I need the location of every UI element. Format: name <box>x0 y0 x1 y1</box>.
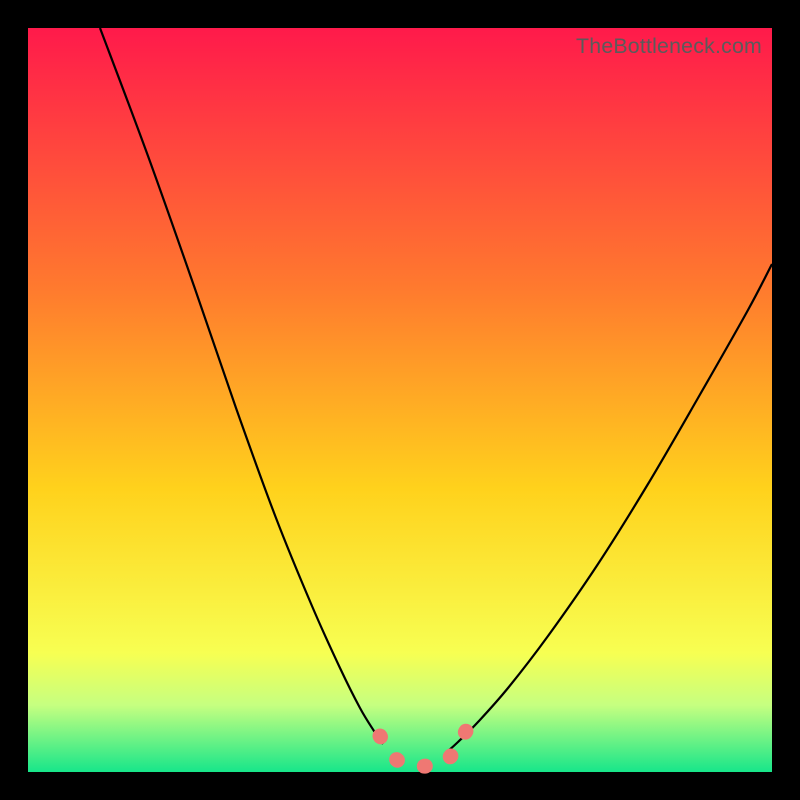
chart-frame: TheBottleneck.com <box>0 0 800 800</box>
chart-svg <box>28 28 772 772</box>
plot-area: TheBottleneck.com <box>28 28 772 772</box>
trough-marker <box>380 728 468 766</box>
curve-left <box>100 28 383 744</box>
curve-right <box>448 264 772 751</box>
